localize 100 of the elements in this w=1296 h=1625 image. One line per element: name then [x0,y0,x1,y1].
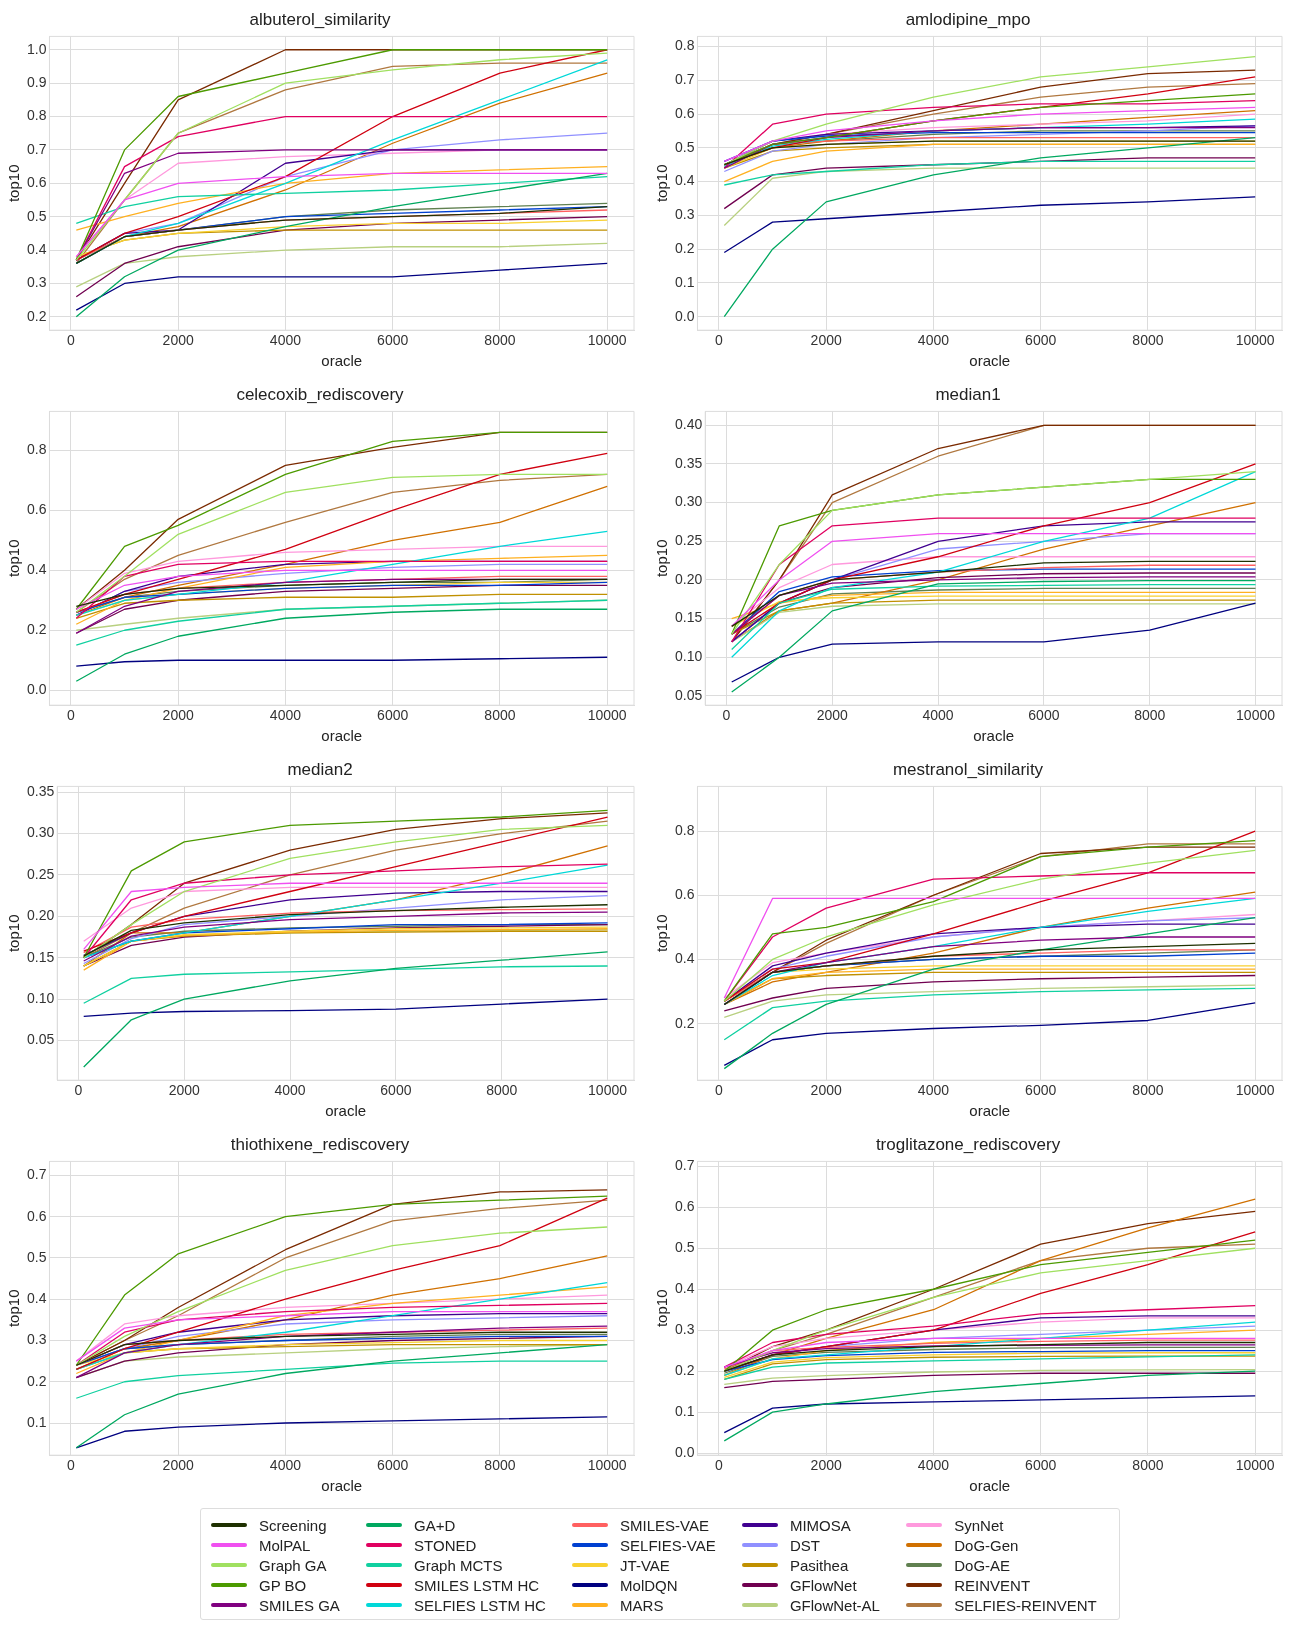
y-tick-label: 0.4 [26,561,47,578]
x-tick-label: 4000 [274,1082,306,1099]
chart-title: mestranol_similarity [892,759,1044,779]
y-tick-label: 0.6 [674,886,695,903]
legend-label: MolDQN [620,1576,678,1594]
x-tick-label: 4000 [917,1457,950,1474]
legend-label: GFlowNet-AL [789,1596,880,1614]
x-axis-title: oracle [969,1477,1011,1495]
y-tick-label: 0.5 [26,207,47,224]
y-tick-label: 0.1 [26,1413,47,1430]
x-tick-label: 2000 [810,332,842,349]
y-tick-label: 0.1 [674,1403,695,1420]
legend-label: DoG-AE [954,1556,1011,1574]
y-axis-title: top10 [653,1289,671,1328]
y-tick-label: 0.2 [674,1362,695,1379]
legend-label: MARS [620,1596,664,1614]
x-tick-label: 10000 [1235,1082,1275,1099]
x-tick-label: 8000 [486,1082,518,1099]
legend-label: GP BO [259,1576,307,1594]
chart-title: median2 [287,759,353,779]
y-tick-label: 0.25 [675,532,703,549]
legend-label: Graph GA [259,1556,327,1574]
x-tick-label: 0 [67,332,76,349]
y-tick-label: 0.40 [675,416,703,433]
y-tick-label: 0.6 [674,104,695,121]
y-tick-label: 0.8 [674,821,695,838]
y-tick-label: 0.6 [26,501,47,518]
y-tick-label: 0.6 [26,174,47,191]
y-tick-label: 0.2 [26,1372,47,1389]
y-tick-label: 0.5 [674,1239,695,1256]
chart-title: thiothixene_rediscovery [230,1134,410,1154]
y-tick-label: 0.8 [26,107,47,124]
legend-label: MolPAL [259,1536,311,1554]
x-tick-label: 0 [715,332,724,349]
x-tick-label: 2000 [162,332,194,349]
legend-label: Graph MCTS [414,1556,503,1574]
legend-label: SELFIES-REINVENT [954,1596,1097,1614]
y-tick-label: 0.30 [27,824,55,841]
x-tick-label: 8000 [1134,707,1166,724]
y-tick-label: 0.5 [26,1248,47,1265]
y-tick-label: 0.5 [674,138,695,155]
legend-label: GFlowNet [789,1576,857,1594]
y-tick-label: 0.4 [26,1290,47,1307]
y-tick-label: 0.15 [27,948,55,965]
x-tick-label: 2000 [162,1457,194,1474]
y-tick-label: 0.9 [26,74,47,90]
legend-label: SMILES GA [259,1596,340,1614]
x-tick-label: 4000 [917,1082,950,1099]
y-tick-label: 0.30 [675,493,703,510]
y-tick-label: 0.2 [26,621,47,638]
x-tick-label: 4000 [917,332,950,349]
x-tick-label: 10000 [1236,707,1276,724]
y-tick-label: 0.7 [26,140,47,157]
x-tick-label: 6000 [380,1082,412,1099]
legend-label: GA+D [414,1516,456,1534]
y-tick-label: 0.2 [26,307,47,324]
y-axis-title: top10 [5,164,23,203]
y-tick-label: 0.35 [27,783,55,800]
y-tick-label: 0.7 [674,1157,695,1174]
chart-title: amlodipine_mpo [905,9,1031,29]
x-axis-title: oracle [969,1102,1011,1120]
y-axis-title: top10 [653,914,671,953]
x-tick-label: 8000 [1132,1082,1164,1099]
legend-label: STONED [414,1536,477,1554]
x-tick-label: 8000 [1132,1457,1164,1474]
x-tick-label: 6000 [377,707,409,724]
x-tick-label: 10000 [1235,1457,1275,1474]
x-tick-label: 6000 [1025,1082,1057,1099]
y-tick-label: 0.35 [675,454,703,471]
y-tick-label: 0.3 [674,1321,695,1338]
y-tick-label: 0.20 [675,570,703,587]
x-tick-label: 8000 [1132,332,1164,349]
x-tick-label: 2000 [162,707,194,724]
x-axis-title: oracle [969,352,1011,370]
y-tick-label: 0.0 [26,681,47,698]
y-tick-label: 0.0 [674,307,695,324]
x-tick-label: 0 [715,1082,724,1099]
legend-label: SynNet [954,1516,1004,1534]
x-tick-label: 2000 [810,1457,842,1474]
legend-label: DoG-Gen [954,1536,1019,1554]
x-tick-label: 6000 [1028,707,1060,724]
y-tick-label: 0.6 [674,1198,695,1215]
chart-title: troglitazone_rediscovery [875,1134,1061,1154]
legend-label: SELFIES LSTM HC [414,1596,546,1614]
x-tick-label: 10000 [588,1082,628,1099]
x-axis-title: oracle [321,1477,363,1495]
legend-label: MIMOSA [789,1516,851,1534]
y-tick-label: 0.3 [26,274,47,291]
y-axis-title: top10 [5,914,23,953]
y-tick-label: 0.20 [27,907,55,924]
y-tick-label: 0.8 [674,37,695,54]
x-tick-label: 8000 [484,1457,516,1474]
x-tick-label: 6000 [1025,1457,1057,1474]
y-tick-label: 0.7 [26,1166,47,1183]
x-tick-label: 0 [67,707,76,724]
x-tick-label: 2000 [816,707,849,724]
x-tick-label: 10000 [1235,332,1275,349]
x-tick-label: 10000 [587,707,627,724]
x-axis-title: oracle [325,1102,367,1120]
x-tick-label: 6000 [377,1457,409,1474]
